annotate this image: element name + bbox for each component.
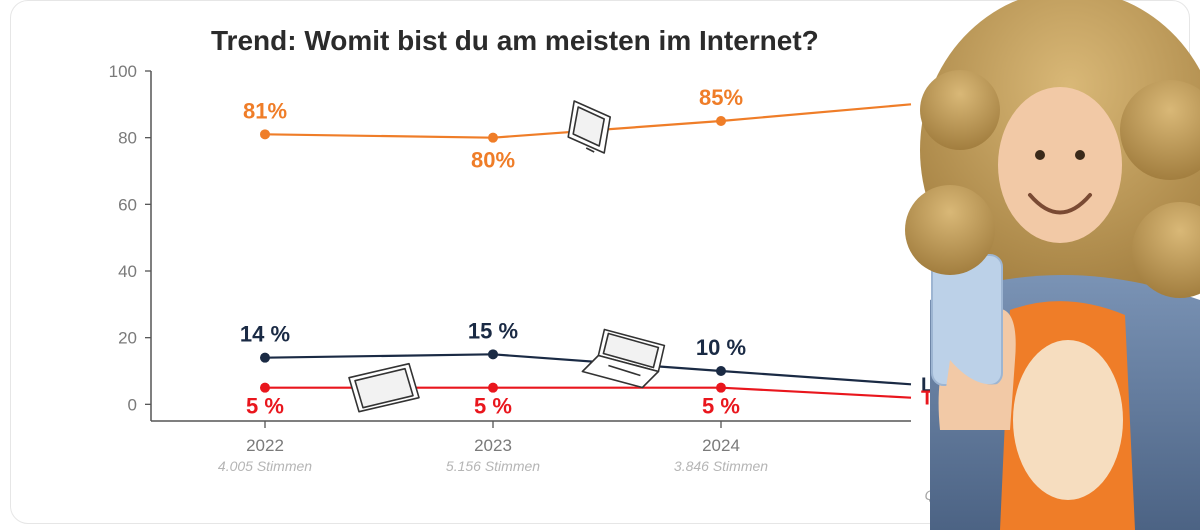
chart-title: Trend: Womit bist du am meisten im Inter… — [211, 25, 819, 57]
series-point-smartphone — [488, 133, 498, 143]
value-label-smartphone: 80% — [471, 148, 515, 173]
x-tick-sublabel: 3.846 Stimmen — [674, 458, 768, 474]
value-label-laptop: 14 % — [240, 322, 290, 347]
series-point-laptop — [716, 366, 726, 376]
value-label-tablet: 5 % — [474, 394, 512, 419]
y-tick-label: 0 — [128, 395, 137, 414]
series-point-smartphone — [260, 129, 270, 139]
series-label-smartphone: Smartphone — [921, 94, 1038, 116]
y-tick-label: 80 — [118, 129, 137, 148]
y-tick-label: 20 — [118, 329, 137, 348]
logo-part2: NOW — [1039, 487, 1089, 509]
series-point-tablet — [488, 383, 498, 393]
y-tick-label: 40 — [118, 262, 137, 281]
value-label-laptop: 10 % — [696, 335, 746, 360]
series-point-laptop — [488, 349, 498, 359]
x-tick-label: 2023 — [474, 436, 512, 455]
value-label-smartphone: 81% — [243, 98, 287, 123]
series-point-tablet — [716, 383, 726, 393]
value-label-smartphone: 85% — [699, 85, 743, 110]
series-label-tablet: Tablet — [921, 388, 979, 410]
brand-logo: UNINOW — [971, 485, 1089, 511]
card: Trend: Womit bist du am meisten im Inter… — [10, 0, 1190, 524]
laptop-icon — [582, 330, 664, 388]
y-tick-label: 60 — [118, 195, 137, 214]
x-tick-sublabel: 4.005 Stimmen — [218, 458, 312, 474]
phone-icon — [568, 101, 610, 153]
value-label-laptop: 15 % — [468, 318, 518, 343]
chart-area: 0 20 40 60 80 100 2022 4.005 Stimmen 2023 5.156 S… — [111, 61, 911, 491]
x-tick-label: 2024 — [702, 436, 740, 455]
logo-text: UNINOW — [1003, 487, 1089, 510]
series-point-tablet — [260, 383, 270, 393]
tablet-icon — [349, 364, 419, 412]
source-label: Quelle: — [925, 487, 969, 503]
series-point-laptop — [260, 353, 270, 363]
x-tick-sublabel: 5.156 Stimmen — [446, 458, 540, 474]
series-point-smartphone — [716, 116, 726, 126]
logo-part1: UNI — [1003, 487, 1039, 509]
x-tick-label: 2022 — [246, 436, 284, 455]
value-label-tablet: 5 % — [246, 394, 284, 419]
y-tick-label: 100 — [109, 62, 137, 81]
value-label-tablet: 5 % — [702, 394, 740, 419]
cube-icon — [971, 485, 997, 511]
